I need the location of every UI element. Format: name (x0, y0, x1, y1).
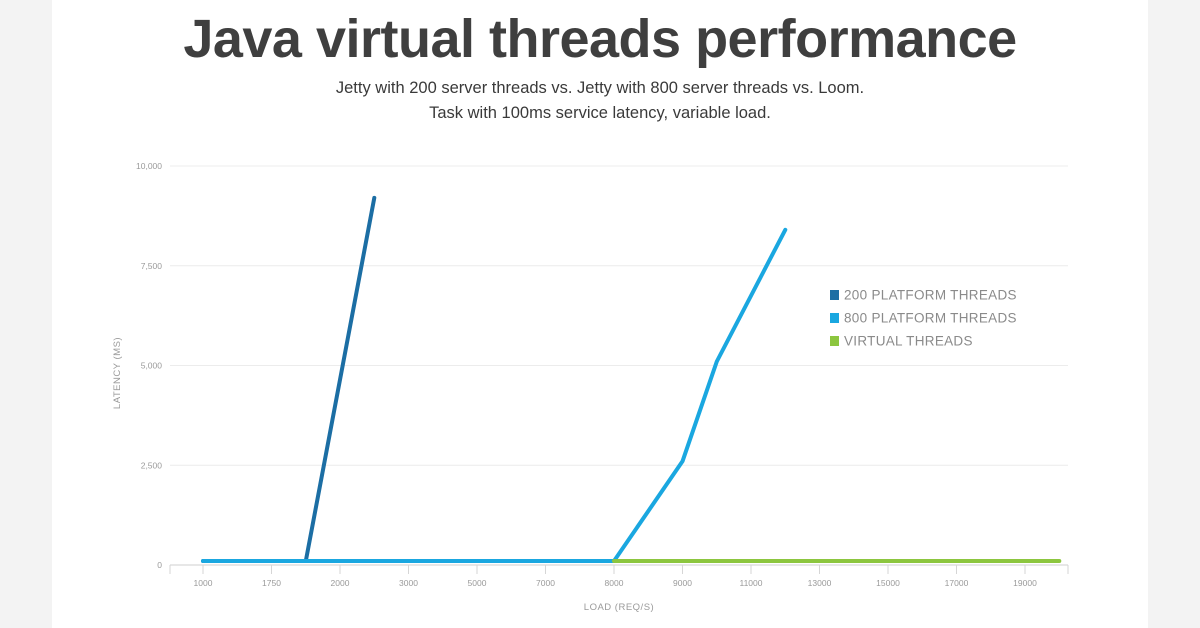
series-line-1 (201, 195, 377, 563)
legend-label: VIRTUAL THREADS (844, 334, 973, 349)
grid-lines (169, 165, 1069, 574)
x-tick-label: 5000 (468, 578, 487, 588)
x-tick-label: 19000 (1013, 578, 1037, 588)
x-tick-label: 1000 (194, 578, 213, 588)
legend-swatch (830, 290, 839, 300)
x-tick-label: 9000 (673, 578, 692, 588)
legend-swatch (830, 313, 839, 323)
left-margin-band (0, 0, 52, 628)
x-tick-label: 13000 (808, 578, 832, 588)
series-line-2 (201, 227, 788, 563)
x-tick-label: 2000 (331, 578, 350, 588)
legend: 200 PLATFORM THREADS 800 PLATFORM THREADS… (830, 288, 1017, 349)
series-lines (201, 195, 1062, 563)
x-axis-title: LOAD (REQ/S) (584, 602, 654, 613)
y-tick-label: 0 (157, 560, 162, 570)
x-tick-label: 8000 (605, 578, 624, 588)
chart-title: Java virtual threads performance (183, 9, 1017, 69)
y-tick-label: 5,000 (141, 361, 163, 371)
legend-label: 200 PLATFORM THREADS (844, 288, 1017, 303)
x-tick-label: 17000 (945, 578, 969, 588)
y-tick-label: 2,500 (141, 460, 163, 470)
tick-labels: 0 2,500 5,000 7,500 10,000 1000 1750 2000 3000 50… (136, 161, 1037, 588)
right-margin-band (1148, 0, 1200, 628)
x-tick-label: 15000 (876, 578, 900, 588)
y-tick-label: 10,000 (136, 161, 162, 171)
chart-subtitle-line-1: Jetty with 200 server threads vs. Jetty … (335, 79, 865, 97)
legend-swatch (830, 336, 839, 346)
x-tick-label: 11000 (739, 578, 762, 588)
x-tick-label: 1750 (262, 578, 281, 588)
y-tick-label: 7,500 (141, 261, 163, 271)
chart-subtitle-line-2: Task with 100ms service latency, variabl… (429, 104, 771, 122)
y-axis-title: LATENCY (MS) (112, 337, 123, 409)
x-tick-label: 7000 (536, 578, 555, 588)
x-tick-label: 3000 (399, 578, 418, 588)
legend-label: 800 PLATFORM THREADS (844, 311, 1017, 326)
